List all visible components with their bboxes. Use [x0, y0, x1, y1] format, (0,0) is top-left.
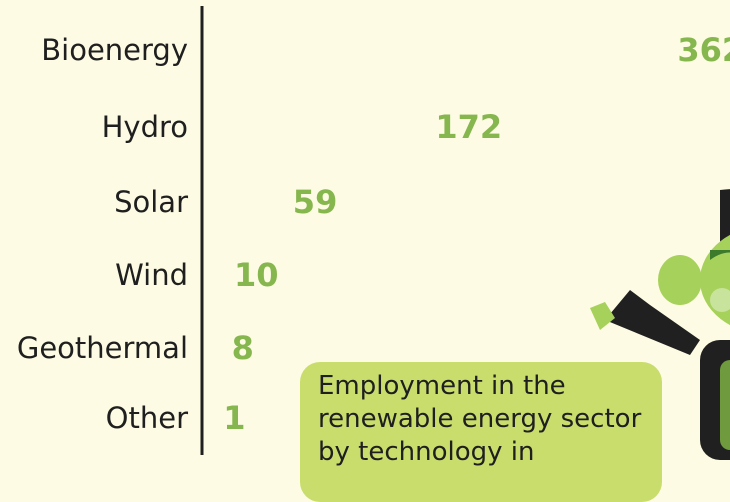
face-icon — [361, 14, 433, 86]
category-label: Wind — [115, 258, 188, 292]
face-icon — [512, 14, 584, 86]
note-text: Employment in the renewable energy secto… — [318, 371, 642, 467]
face-icon — [285, 14, 358, 86]
value-label: 8 — [232, 329, 254, 367]
note-box: Employment in the renewable energy secto… — [300, 362, 662, 502]
category-label: Other — [106, 401, 188, 435]
category-label: Hydro — [102, 110, 188, 144]
value-label: 362 — [677, 31, 730, 69]
category-label: Solar — [114, 185, 188, 219]
value-label: 172 — [435, 108, 502, 146]
category-label: Bioenergy — [41, 33, 188, 67]
face-icon — [587, 14, 660, 86]
face-icon — [210, 91, 282, 163]
row-solar: Solar 59 — [114, 166, 338, 238]
face-icon — [210, 382, 212, 454]
row-other: Other 1 — [106, 382, 245, 454]
face-icon — [210, 166, 281, 238]
category-label: Geothermal — [17, 331, 188, 365]
row-wind: Wind 10 — [115, 239, 279, 311]
face-icon — [436, 14, 509, 86]
value-label: 10 — [234, 256, 279, 294]
face-icon — [285, 91, 358, 163]
face-icon — [210, 14, 282, 86]
row-bioenergy: Bioenergy 362 — [41, 14, 730, 86]
face-icon — [361, 91, 424, 163]
row-hydro: Hydro 172 — [102, 91, 502, 163]
value-label: 59 — [293, 183, 338, 221]
pictograph-chart: Bioenergy 362 Hydro 172 Solar 59 Wind 10 Geother… — [17, 6, 730, 460]
value-label: 1 — [223, 399, 245, 437]
row-geothermal: Geothermal 8 — [17, 312, 254, 384]
